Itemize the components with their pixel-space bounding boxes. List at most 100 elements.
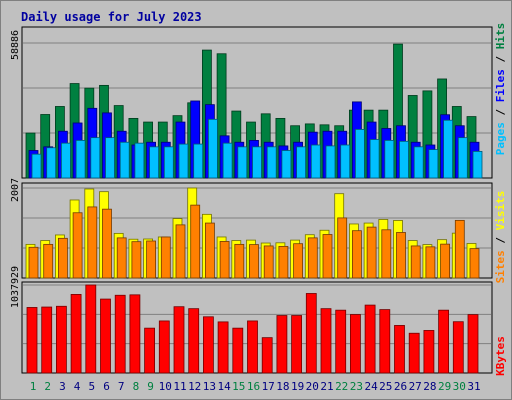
panel-1: 58886: [10, 26, 493, 179]
day-label: 27: [409, 380, 422, 393]
bar-kbytes: [144, 327, 156, 374]
bar-pages: [237, 146, 248, 179]
bar-kbytes: [305, 293, 317, 374]
day-label: 14: [217, 380, 231, 393]
day-label: 5: [88, 380, 95, 393]
day-label: 31: [467, 380, 480, 393]
day-label: 26: [394, 380, 407, 393]
bar-sites: [307, 237, 318, 279]
bar-sites: [249, 244, 259, 279]
bar-pages: [90, 137, 101, 179]
day-label: 18: [276, 380, 289, 393]
bar-sites: [131, 241, 142, 279]
bar-sites: [219, 241, 230, 279]
bar-sites: [396, 232, 406, 279]
day-label: 24: [364, 380, 378, 393]
bar-pages: [281, 150, 292, 179]
legend-top-text: Pages / Files / Hits: [494, 23, 507, 156]
bar-sites: [146, 240, 157, 279]
bar-kbytes: [364, 304, 376, 374]
legend-sep: /: [494, 230, 507, 250]
bar-kbytes: [247, 320, 258, 374]
bar-sites: [190, 204, 201, 279]
chart-title: Daily usage for July 2023: [21, 10, 202, 24]
bar-kbytes: [188, 308, 200, 374]
day-label: 30: [453, 380, 466, 393]
panels: 58886 2007 1037929: [10, 26, 493, 374]
bar-kbytes: [85, 284, 97, 374]
bar-kbytes: [114, 294, 126, 374]
bar-kbytes: [276, 315, 288, 374]
panel-2: 2007: [10, 178, 493, 279]
day-label: 22: [335, 380, 348, 393]
legend-hits: Hits: [494, 23, 507, 50]
y-max-label: 2007: [10, 178, 21, 202]
day-label: 29: [438, 380, 451, 393]
legend-top: Pages / Files / Hits: [494, 23, 507, 156]
bar-sites: [351, 230, 362, 279]
bar-pages: [252, 146, 262, 179]
bar-sites: [454, 219, 465, 279]
bar-kbytes: [408, 332, 420, 374]
bar-kbytes: [438, 309, 450, 374]
day-label: 20: [306, 380, 319, 393]
bar-kbytes: [452, 321, 464, 374]
bar-kbytes: [100, 298, 111, 374]
bar-kbytes: [202, 316, 214, 374]
bar-sites: [72, 212, 83, 279]
day-label: 4: [74, 380, 81, 393]
bar-sites: [366, 226, 377, 279]
bar-kbytes: [394, 325, 405, 374]
bar-sites: [102, 208, 112, 279]
day-label: 9: [147, 380, 154, 393]
bar-sites: [87, 206, 98, 279]
bar-pages: [119, 141, 130, 179]
legend-bottom-text: KBytes: [494, 336, 507, 376]
day-label: 16: [247, 380, 260, 393]
bar-kbytes: [379, 309, 391, 374]
bar-pages: [399, 140, 409, 179]
bar-kbytes: [158, 320, 170, 374]
legend-pages: Pages: [494, 122, 507, 155]
bar-kbytes: [335, 309, 347, 374]
day-label: 6: [103, 380, 110, 393]
bar-sites: [160, 236, 171, 279]
day-label: 19: [291, 380, 304, 393]
bar-pages: [296, 146, 307, 179]
bar-sites: [28, 246, 39, 279]
bar-pages: [193, 143, 204, 179]
bar-pages: [266, 146, 277, 179]
bar-pages: [428, 149, 439, 179]
day-label: 17: [262, 380, 275, 393]
bar-kbytes: [320, 308, 332, 374]
bar-sites: [469, 248, 480, 279]
panel-3: 1037929: [10, 266, 493, 374]
bar-pages: [46, 147, 57, 179]
bar-pages: [325, 145, 336, 179]
bar-sites: [337, 217, 348, 279]
bar-pages: [178, 143, 189, 179]
bar-kbytes: [232, 327, 244, 374]
bar-pages: [149, 146, 160, 179]
day-label: 23: [350, 380, 363, 393]
bar-kbytes: [349, 314, 361, 374]
bar-kbytes: [261, 337, 273, 374]
legend-sites: Sites: [494, 250, 507, 283]
bar-sites: [116, 237, 127, 279]
bar-kbytes: [291, 315, 303, 374]
y-max-label: 58886: [10, 30, 21, 60]
legend-bottom: KBytes: [494, 336, 507, 376]
legend-visits: Visits: [494, 191, 507, 231]
bar-kbytes: [217, 321, 229, 374]
bar-pages: [61, 142, 71, 179]
bar-pages: [207, 118, 218, 179]
bar-pages: [457, 137, 468, 179]
bar-sites: [58, 237, 68, 279]
legend-sep: /: [494, 49, 507, 69]
bar-sites: [410, 245, 421, 279]
day-label: 10: [159, 380, 172, 393]
y-max-label: 1037929: [10, 266, 21, 308]
day-label: 21: [320, 380, 333, 393]
bar-sites: [204, 222, 215, 279]
